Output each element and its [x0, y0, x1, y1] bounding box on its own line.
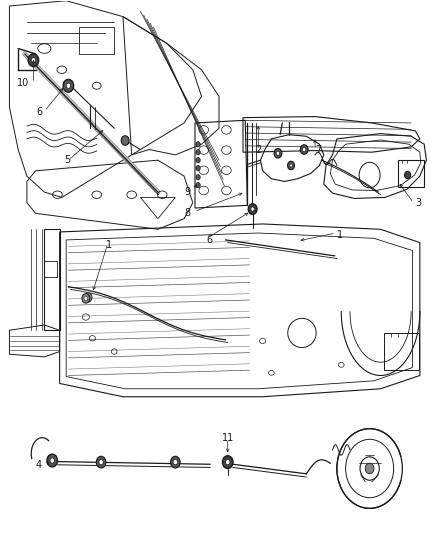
Circle shape: [173, 459, 177, 465]
Text: 8: 8: [184, 208, 191, 219]
Circle shape: [31, 58, 35, 63]
Text: 5: 5: [64, 155, 70, 165]
Circle shape: [66, 83, 71, 88]
Circle shape: [276, 151, 280, 156]
Circle shape: [196, 142, 200, 147]
Circle shape: [63, 79, 74, 92]
Text: 3: 3: [416, 198, 422, 208]
Circle shape: [405, 171, 411, 179]
Text: 9: 9: [184, 187, 191, 197]
Text: 10: 10: [17, 78, 29, 88]
Circle shape: [226, 459, 230, 465]
Circle shape: [50, 458, 54, 463]
Circle shape: [170, 456, 180, 468]
Text: 6: 6: [206, 235, 212, 245]
Circle shape: [121, 136, 129, 146]
Circle shape: [302, 148, 306, 152]
Circle shape: [223, 456, 233, 469]
Text: 7: 7: [315, 144, 321, 155]
Circle shape: [196, 150, 200, 155]
Circle shape: [365, 463, 374, 474]
Text: 6: 6: [36, 107, 42, 117]
Circle shape: [28, 54, 39, 67]
Text: 11: 11: [222, 433, 234, 443]
Text: 2: 2: [255, 144, 261, 155]
Circle shape: [99, 459, 103, 465]
Circle shape: [274, 149, 282, 158]
Circle shape: [47, 454, 57, 467]
Circle shape: [300, 145, 308, 155]
Circle shape: [86, 295, 90, 300]
Text: 1: 1: [337, 230, 343, 240]
Circle shape: [248, 204, 257, 214]
Circle shape: [196, 174, 200, 180]
Circle shape: [290, 164, 292, 167]
Circle shape: [84, 293, 92, 302]
Circle shape: [251, 207, 254, 211]
Circle shape: [82, 294, 90, 303]
Circle shape: [96, 456, 106, 468]
Circle shape: [196, 182, 200, 188]
Text: 1: 1: [106, 240, 112, 250]
Text: 4: 4: [36, 461, 42, 470]
Circle shape: [288, 161, 294, 169]
Circle shape: [196, 165, 200, 171]
Circle shape: [196, 158, 200, 163]
Circle shape: [84, 296, 88, 301]
